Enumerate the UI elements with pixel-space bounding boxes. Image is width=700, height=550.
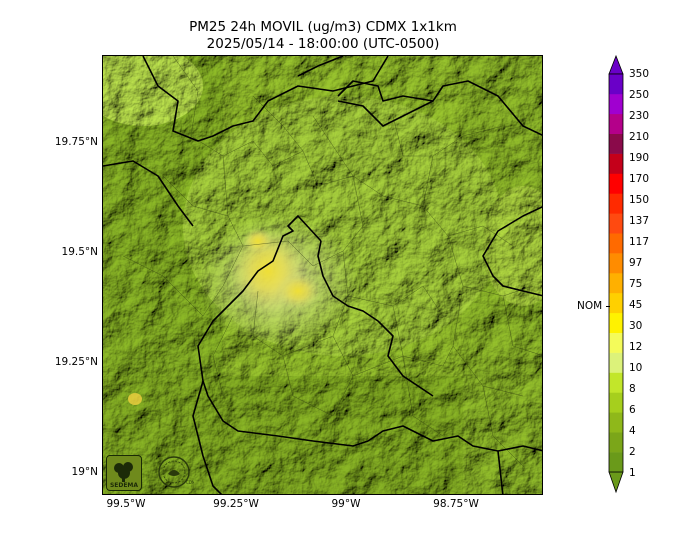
- colorbar-label: 12: [629, 341, 643, 353]
- lat-tick-label: 19.25°N: [54, 356, 98, 368]
- colorbar-label: 230: [629, 110, 650, 122]
- colorbar-segment: [609, 452, 623, 473]
- colorbar-segment: [609, 74, 623, 95]
- colorbar-label: 210: [629, 131, 650, 143]
- colorbar-label: 6: [629, 404, 636, 416]
- svg-text:SEDEMA: SEDEMA: [110, 482, 138, 489]
- colorbar-label: 30: [629, 320, 643, 332]
- lat-tick-label: 19.75°N: [54, 136, 98, 148]
- colorbar-min-arrow: [608, 471, 624, 494]
- map-timestamp: 2025/05/14 - 18:00:00 (UTC-0500): [206, 36, 440, 52]
- colorbar-label: 190: [629, 152, 650, 164]
- colorbar-label: 75: [629, 278, 643, 290]
- colorbar-segment: [609, 193, 623, 214]
- lat-tick-label: 19°N: [71, 466, 98, 478]
- colorbar-segment: [609, 292, 623, 314]
- colorbar-segment: [609, 133, 623, 154]
- lon-tick-label: 99°W: [331, 498, 361, 510]
- colorbar: [608, 54, 624, 494]
- colorbar-segment: [609, 153, 623, 174]
- colorbar-label: 10: [629, 362, 643, 374]
- colorbar-segment: [609, 392, 623, 413]
- colorbar-label: 137: [629, 215, 650, 227]
- colorbar-label: 1: [629, 467, 636, 479]
- colorbar-label: 150: [629, 194, 650, 206]
- svg-text:CDMX: CDMX: [186, 480, 194, 485]
- colorbar-segment: [609, 173, 623, 194]
- colorbar-segment: [609, 332, 623, 353]
- colorbar-label: 170: [629, 173, 650, 185]
- colorbar-label: 97: [629, 257, 643, 269]
- colorbar-frame: [608, 73, 624, 473]
- colorbar-label: 117: [629, 236, 650, 248]
- colorbar-label: 350: [629, 68, 650, 80]
- colorbar-label: 4: [629, 425, 636, 437]
- colorbar-segment: [609, 233, 623, 254]
- map-area[interactable]: SEDEMA CDMX: [102, 55, 543, 495]
- lat-tick-label: 19.5°N: [61, 246, 98, 258]
- colorbar-label: 250: [629, 89, 650, 101]
- nom-label: NOM: [577, 300, 603, 312]
- nom-tick: [606, 306, 610, 307]
- colorbar-label: 8: [629, 383, 636, 395]
- colorbar-segment: [609, 412, 623, 433]
- lon-tick-label: 99.5°W: [106, 498, 146, 510]
- sedema-logo: SEDEMA: [106, 455, 142, 491]
- colorbar-segment: [609, 213, 623, 234]
- lon-tick-label: 98.75°W: [433, 498, 479, 510]
- lon-tick-label: 99.25°W: [213, 498, 259, 510]
- map-title: PM25 24h MOVIL (ug/m3) CDMX 1x1km: [189, 19, 457, 35]
- terrain-map: [103, 56, 542, 494]
- colorbar-max-arrow: [608, 54, 624, 75]
- colorbar-segment: [609, 273, 623, 294]
- colorbar-segment: [609, 253, 623, 274]
- colorbar-segment: [609, 372, 623, 393]
- colorbar-label: 45: [629, 299, 643, 311]
- colorbar-segment: [609, 352, 623, 373]
- colorbar-segment: [609, 312, 623, 333]
- government-seal-logo: CDMX: [156, 454, 198, 490]
- colorbar-segment: [609, 113, 623, 134]
- colorbar-label: 2: [629, 446, 636, 458]
- colorbar-segment: [609, 432, 623, 453]
- colorbar-segment: [609, 93, 623, 115]
